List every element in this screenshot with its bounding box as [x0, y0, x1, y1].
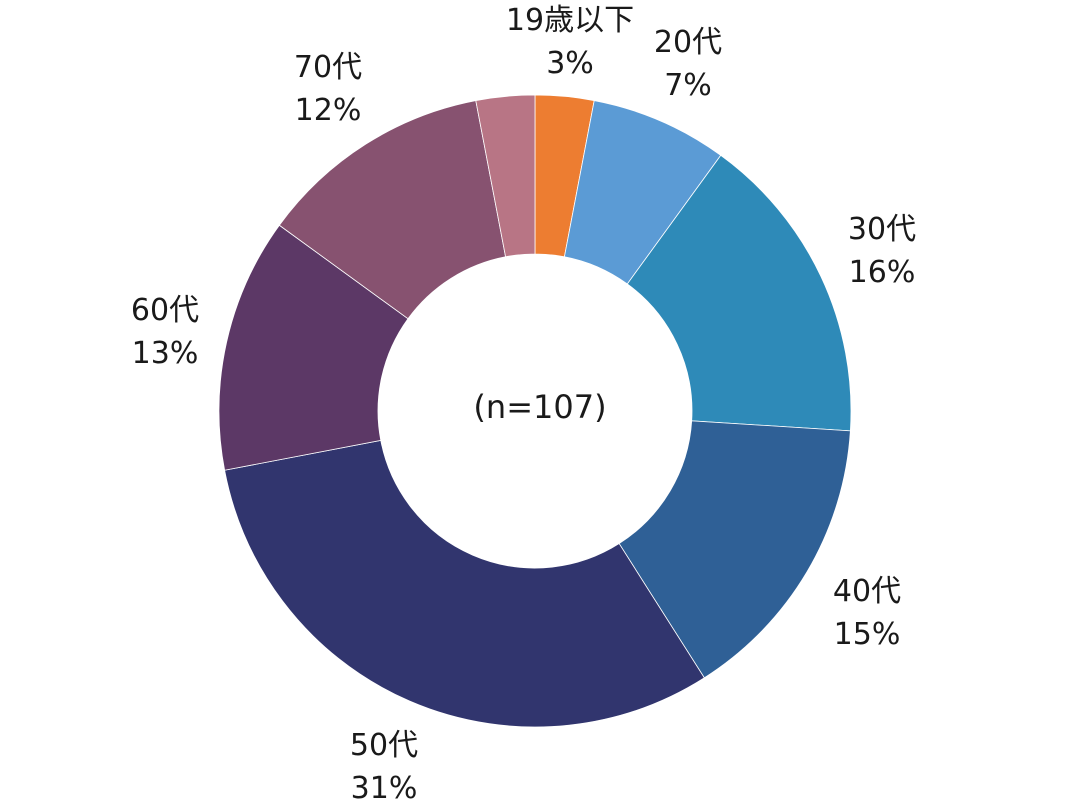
- center-sample-size-label: (n=107): [473, 388, 606, 426]
- slice-label-4: 40代 15%: [833, 574, 901, 652]
- donut-slice-5: [224, 439, 705, 728]
- slice-label-6: 60代 13%: [131, 293, 199, 371]
- slice-category-label: 60代: [131, 293, 199, 328]
- slice-label-5: 50代 31%: [350, 728, 418, 800]
- donut-slice-8: [475, 94, 536, 258]
- slice-category-label: 40代: [833, 574, 901, 609]
- donut-slice-4: [618, 420, 851, 679]
- slice-category-label: 19歳以下: [506, 3, 634, 38]
- slice-category-label: 50代: [350, 728, 418, 763]
- slice-percent-label: 16%: [849, 255, 916, 290]
- donut-slice-6: [218, 224, 409, 471]
- slice-percent-label: 15%: [834, 617, 901, 652]
- slice-percent-label: 13%: [132, 336, 199, 371]
- slice-category-label: 70代: [294, 50, 362, 85]
- labels-layer: 19歳以下 3%20代 7%30代 16%40代 15%50代 31%60代 13%70代 1…: [131, 3, 916, 800]
- slice-percent-label: 3%: [546, 46, 594, 81]
- donut-slice-3: [626, 154, 852, 432]
- donut-slice-7: [278, 100, 507, 320]
- slice-label-3: 30代 16%: [848, 212, 916, 290]
- slice-category-label: 30代: [848, 212, 916, 247]
- slice-label-1: 19歳以下 3%: [506, 3, 634, 81]
- slice-percent-label: 12%: [295, 93, 362, 128]
- slices-layer: [218, 94, 852, 728]
- slice-label-2: 20代 7%: [654, 25, 722, 103]
- slice-label-7: 70代 12%: [294, 50, 362, 128]
- slice-category-label: 20代: [654, 25, 722, 60]
- slice-percent-label: 31%: [351, 771, 418, 800]
- slice-percent-label: 7%: [664, 68, 712, 103]
